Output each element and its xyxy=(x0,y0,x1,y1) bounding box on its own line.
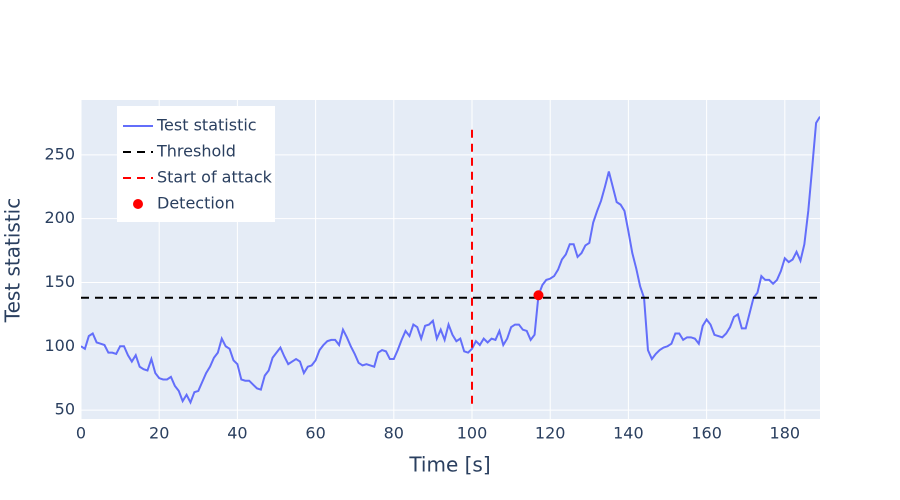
x-tick-label: 140 xyxy=(613,424,644,443)
legend-label: Threshold xyxy=(156,142,236,161)
x-tick-label: 40 xyxy=(227,424,247,443)
legend-label: Detection xyxy=(157,194,235,213)
y-tick-label: 100 xyxy=(44,336,75,355)
x-tick-label: 160 xyxy=(691,424,722,443)
legend-symbol xyxy=(133,199,143,209)
y-tick-label: 200 xyxy=(44,208,75,227)
detection-point xyxy=(533,290,544,301)
y-tick-label: 250 xyxy=(44,144,75,163)
y-tick-label: 50 xyxy=(55,400,75,419)
x-tick-label: 100 xyxy=(457,424,488,443)
x-tick-label: 120 xyxy=(535,424,566,443)
x-tick-label: 180 xyxy=(770,424,801,443)
y-tick-label: 150 xyxy=(44,272,75,291)
legend-label: Start of attack xyxy=(157,168,273,187)
y-axis-title: Test statistic xyxy=(1,198,25,323)
x-tick-label: 0 xyxy=(76,424,86,443)
x-tick-label: 80 xyxy=(384,424,404,443)
data-line xyxy=(81,116,820,405)
legend-label: Test statistic xyxy=(156,116,257,135)
x-tick-label: 60 xyxy=(305,424,325,443)
x-axis-title: Time [s] xyxy=(408,453,490,477)
x-tick-label: 20 xyxy=(149,424,169,443)
